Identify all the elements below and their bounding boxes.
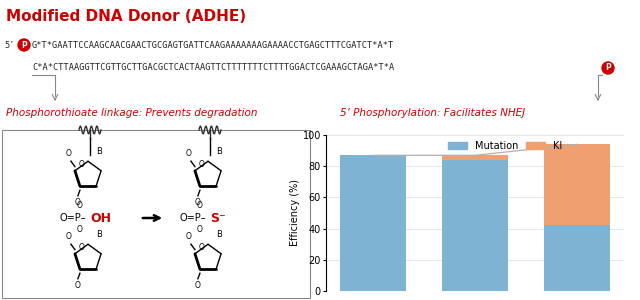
Text: C*A*CTTAAGGTTCGTTGCTTGACGCTCACTAAGTTCTTTTTTTCTTTTGGACTCGAAAGCTAGA*T*A: C*A*CTTAAGGTTCGTTGCTTGACGCTCACTAAGTTCTTT…	[32, 64, 394, 73]
Text: G*T*GAATTCCAAGCAACGAACTGCGAGTGATTCAAGAAAAAAAGAAAACCTGAGCTTTCGATCT*A*T: G*T*GAATTCCAAGCAACGAACTGCGAGTGATTCAAGAAA…	[32, 40, 394, 50]
Y-axis label: Efficiency (%): Efficiency (%)	[290, 179, 300, 247]
Text: O: O	[195, 281, 201, 290]
Bar	[340, 155, 406, 291]
Text: O: O	[77, 202, 83, 211]
Text: O: O	[198, 242, 204, 251]
Text: P: P	[605, 64, 611, 73]
Text: OH: OH	[90, 212, 111, 224]
Text: Modified DNA Donor (ADHE): Modified DNA Donor (ADHE)	[6, 9, 246, 24]
Text: B: B	[216, 147, 222, 156]
Text: O: O	[195, 199, 201, 208]
Text: P: P	[21, 40, 27, 50]
Text: O: O	[198, 160, 204, 169]
Text: O=P–: O=P–	[60, 213, 86, 223]
Text: O: O	[79, 242, 84, 251]
FancyBboxPatch shape	[2, 130, 310, 298]
Text: B: B	[96, 147, 102, 156]
Text: 5’ Phosphorylation: Facilitates NHEJ: 5’ Phosphorylation: Facilitates NHEJ	[340, 108, 525, 118]
Bar	[442, 155, 508, 160]
Text: O: O	[75, 281, 81, 290]
Text: O: O	[79, 160, 84, 169]
Text: O: O	[75, 199, 81, 208]
Text: O: O	[197, 202, 203, 211]
Text: O=P–: O=P–	[180, 213, 207, 223]
Text: O: O	[77, 226, 83, 235]
Text: O: O	[66, 232, 72, 242]
Legend: Mutation, KI: Mutation, KI	[444, 137, 566, 154]
Text: B: B	[96, 230, 102, 239]
Bar	[544, 226, 611, 291]
Bar	[544, 144, 611, 226]
Text: 5': 5'	[4, 40, 15, 50]
Circle shape	[18, 39, 30, 51]
Text: O: O	[197, 226, 203, 235]
Text: O: O	[186, 149, 192, 158]
Text: Phosphorothioate linkage: Prevents degradation: Phosphorothioate linkage: Prevents degra…	[6, 108, 257, 118]
Circle shape	[602, 62, 614, 74]
Text: O: O	[186, 232, 192, 242]
Bar	[442, 160, 508, 291]
Text: O: O	[66, 149, 72, 158]
Text: B: B	[216, 230, 222, 239]
Text: S⁻: S⁻	[210, 212, 226, 224]
